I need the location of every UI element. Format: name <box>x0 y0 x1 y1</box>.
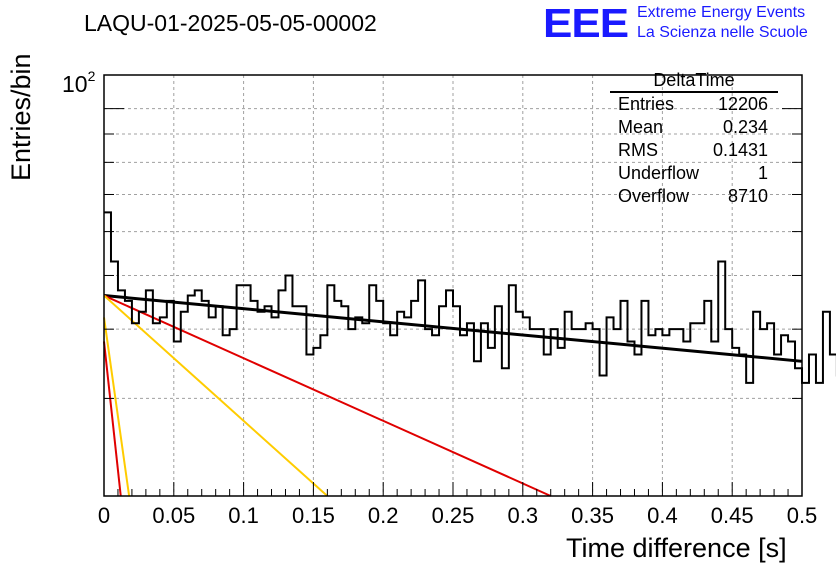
stats-row-rms: RMS 0.1431 <box>610 139 778 162</box>
logo-subtitle-line-2: La Scienza nelle Scuole <box>637 24 808 41</box>
x-tick-label: 0.3 <box>508 503 539 528</box>
stats-label: Entries <box>618 94 675 114</box>
x-tick-label: 0.15 <box>292 503 335 528</box>
y-tick-label-100: 102 <box>62 68 96 97</box>
x-axis-label: Time difference [s] <box>566 533 787 563</box>
fit-curve-red-steep <box>103 341 122 497</box>
stats-value: 0.234 <box>722 117 768 137</box>
axis-ticks <box>103 108 803 497</box>
stats-value: 1 <box>757 163 768 183</box>
stats-label: Overflow <box>618 186 690 206</box>
stats-value: 0.1431 <box>712 140 768 160</box>
x-tick-label: 0.4 <box>647 503 678 528</box>
stats-label: Mean <box>618 117 664 137</box>
x-tick-label: 0 <box>98 503 110 528</box>
histogram-deltatime <box>104 211 836 384</box>
stats-value: 8710 <box>727 186 768 206</box>
x-tick-label: 0.25 <box>432 503 475 528</box>
x-tick-label: 0.45 <box>711 503 754 528</box>
stats-value: 12206 <box>717 94 768 114</box>
x-tick-label: 0.5 <box>787 503 818 528</box>
stats-box: DeltaTime Entries 12206 Mean 0.234 RMS 0… <box>610 70 778 208</box>
x-tick-labels: 0 0.05 0.1 0.15 0.2 0.25 0.3 0.35 0.4 0.45 0.5 <box>98 503 817 528</box>
x-tick-label: 0.35 <box>571 503 614 528</box>
stats-box-name: DeltaTime <box>610 70 778 93</box>
fit-curve-red <box>103 294 552 497</box>
x-tick-label: 0.2 <box>368 503 399 528</box>
stats-label: RMS <box>618 140 658 160</box>
fit-curve-yellow <box>103 294 329 497</box>
fit-curve-yellow-steep <box>103 317 131 497</box>
stats-row-overflow: Overflow 8710 <box>610 185 778 208</box>
stats-label: Underflow <box>618 163 700 183</box>
x-tick-label: 0.05 <box>152 503 195 528</box>
x-tick-label: 0.1 <box>228 503 259 528</box>
logo-subtitle-line-1: Extreme Energy Events <box>637 4 806 21</box>
eee-logo: EEE <box>543 1 629 47</box>
stats-row-underflow: Underflow 1 <box>610 162 778 185</box>
stats-row-mean: Mean 0.234 <box>610 116 778 139</box>
stats-row-entries: Entries 12206 <box>610 93 778 116</box>
chart-title: LAQU-01-2025-05-05-00002 <box>84 10 377 36</box>
